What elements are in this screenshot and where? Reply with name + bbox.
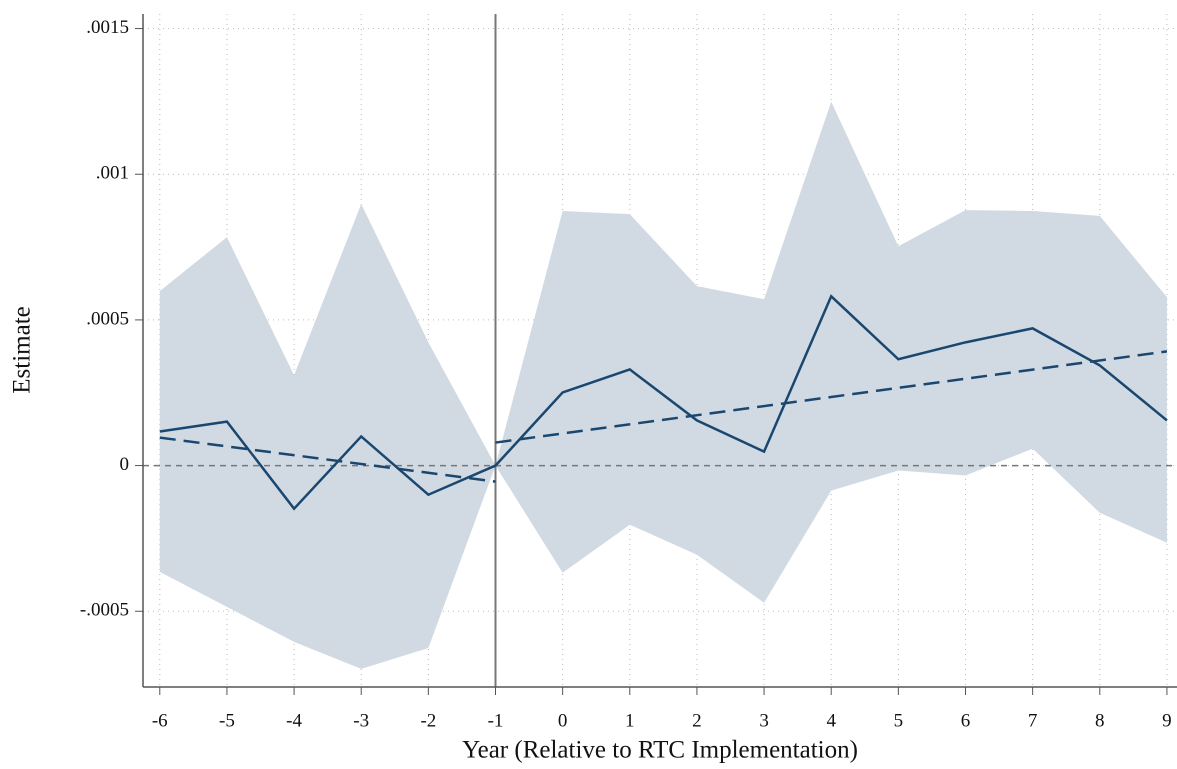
x-tick-label: -1	[488, 710, 504, 731]
y-axis-title: Estimate	[9, 306, 36, 393]
x-axis-title: Year (Relative to RTC Implementation)	[462, 737, 858, 764]
y-tick-label: .0005	[86, 308, 129, 329]
x-tick-label: 2	[692, 710, 702, 731]
x-tick-label: -2	[420, 710, 436, 731]
estimate-line	[159, 294, 1168, 511]
plot-area	[143, 14, 1177, 687]
x-tick-label: 7	[1028, 710, 1038, 731]
x-tick-label: 6	[961, 710, 971, 731]
y-tick-label: .0015	[86, 17, 129, 38]
y-tick-label: .001	[96, 163, 129, 184]
x-tick-label: 0	[558, 710, 568, 731]
x-tick-label: 1	[625, 710, 635, 731]
x-tick-label: 3	[759, 710, 769, 731]
y-tick-label: 0	[120, 454, 130, 475]
trend-line	[495, 350, 1168, 444]
x-tick-label: -6	[152, 710, 168, 731]
trend-line	[159, 436, 496, 483]
confidence-band	[159, 101, 1167, 669]
x-tick-label: 4	[826, 710, 836, 731]
x-tick-label: -5	[219, 710, 235, 731]
x-tick-label: 5	[894, 710, 904, 731]
x-tick-label: -3	[353, 710, 369, 731]
x-tick-label: 8	[1095, 710, 1105, 731]
x-tick-label: -4	[286, 710, 302, 731]
x-tick-label: 9	[1162, 710, 1172, 731]
axes: -.0005 0 .0005 .001 .0015 -6 -5 -4 -3 -2 -1 0 1 2 3 4 5 6…	[80, 14, 1177, 731]
y-tick-label: -.0005	[80, 600, 129, 621]
